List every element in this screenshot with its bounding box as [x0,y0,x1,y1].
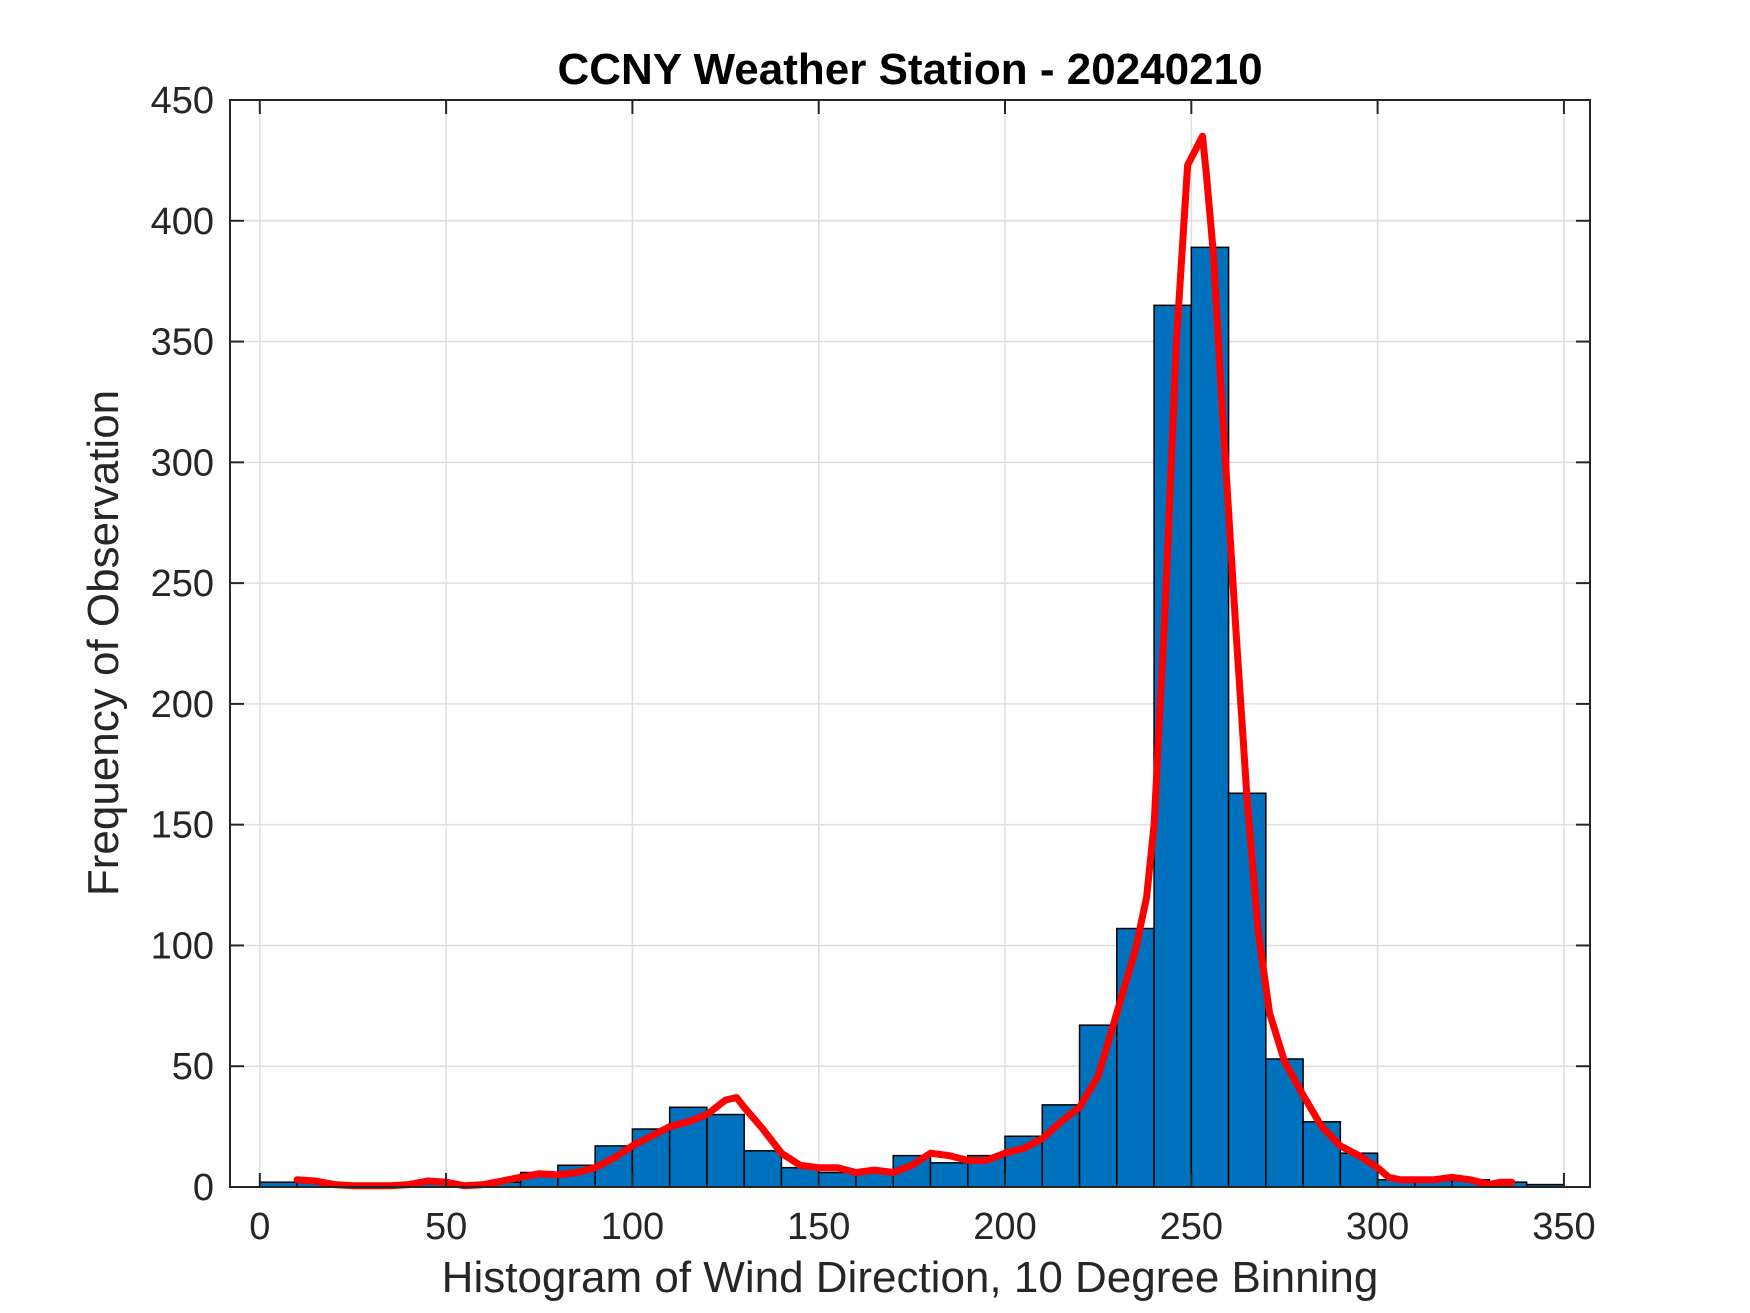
axes [229,99,1591,1188]
y-tick-label: 350 [151,322,214,364]
y-tick-label: 200 [151,684,214,726]
histogram-bar [1041,1104,1081,1188]
histogram-bar [1227,792,1267,1188]
y-axis-label: Frequency of Observation [79,390,128,896]
histogram-bar [706,1113,745,1188]
tick-labels: 0 50 100 150 200 250 300 350 0 50 100 150 200 250 300 3… [151,80,1596,1248]
histogram-bar [1078,1024,1118,1188]
plot-area [230,100,1590,1187]
x-axis-label: Histogram of Wind Direction, 10 Degree B… [442,1253,1379,1302]
y-tick-label: 50 [172,1046,214,1088]
histogram-bar [817,1171,857,1188]
histogram-bar [743,1150,783,1188]
histogram-bar [631,1128,671,1188]
chart-title: CCNY Weather Station - 20240210 [557,45,1262,94]
histogram-bar [929,1162,969,1188]
smoothed-line-group [293,132,1516,1190]
x-tick-label: 250 [1160,1206,1223,1248]
y-tick-label: 450 [151,80,214,122]
x-tick-label: 100 [601,1206,664,1248]
x-tick-label: 0 [249,1206,270,1248]
x-tick-label: 200 [973,1206,1036,1248]
y-tick-label: 150 [151,805,214,847]
x-tick-label: 300 [1346,1206,1409,1248]
y-tick-label: 0 [193,1167,214,1209]
x-tick-label: 150 [787,1206,850,1248]
histogram-bar [780,1166,820,1188]
y-tick-label: 400 [151,201,214,243]
y-tick-label: 300 [151,442,214,484]
histogram-bars [259,246,1565,1188]
smoothed-frequency-line [293,132,1516,1190]
y-tick-label: 100 [151,925,214,967]
axes-box [229,99,1591,1188]
y-tick-label: 250 [151,563,214,605]
histogram-bar [1116,927,1155,1188]
x-tick-label: 50 [425,1206,467,1248]
x-tick-label: 350 [1532,1206,1595,1248]
